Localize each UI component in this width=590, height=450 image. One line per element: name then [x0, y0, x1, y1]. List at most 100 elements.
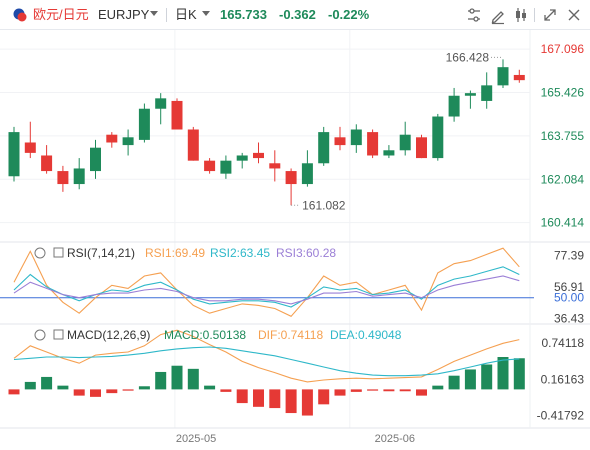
macd-histogram-bar — [318, 389, 330, 405]
candle-body — [350, 129, 362, 146]
period-selector[interactable]: 日K — [175, 7, 197, 22]
macd-histogram-bar — [155, 371, 167, 390]
candle-body — [285, 171, 297, 185]
candle-body — [155, 98, 167, 109]
candle-body — [138, 108, 150, 140]
macd-histogram-bar — [513, 358, 525, 390]
candle-body — [367, 132, 379, 156]
draw-pen-icon[interactable] — [488, 5, 508, 25]
candle-body — [432, 116, 444, 159]
macd-histogram-bar — [187, 368, 199, 390]
candle-body — [171, 100, 183, 130]
macd-histogram-bar — [464, 369, 476, 390]
macd-title: MACD(12,26,9) — [67, 328, 150, 342]
max-price-label: 166.428 — [446, 50, 490, 64]
macd-histogram-bar — [171, 365, 183, 390]
candle-body — [24, 142, 36, 153]
rsi-settings-icon — [34, 247, 46, 259]
macd-histogram-bar — [57, 385, 69, 390]
macd-histogram-bar — [220, 389, 232, 392]
last-price: 165.733 — [220, 7, 267, 22]
macd-histogram-bar — [106, 389, 118, 394]
macd-histogram-bar — [253, 389, 264, 407]
macd-histogram-bar — [90, 389, 101, 397]
macd-histogram-bar — [204, 385, 216, 390]
price-tick-label: 165.426 — [541, 85, 585, 99]
macd-tick-label: -0.41792 — [537, 408, 585, 422]
candle-body — [220, 160, 232, 174]
macd-legend-1: MACD:0.50138 — [164, 328, 246, 342]
candle-body — [448, 95, 460, 117]
macd-histogram-bar — [269, 389, 281, 409]
macd-histogram-bar — [236, 389, 248, 404]
candle-body — [464, 93, 476, 96]
macd-histogram-bar — [138, 386, 150, 390]
macd-histogram-bar — [301, 389, 313, 416]
macd-histogram-bar — [383, 389, 395, 392]
macd-tick-label: 0.74118 — [542, 336, 585, 350]
chart-canvas: 167.096 165.426 163.755 162.084 160.414 166.4… — [0, 30, 590, 445]
close-icon[interactable] — [564, 5, 584, 25]
rsi-tick-label: 77.39 — [554, 248, 584, 262]
symbol-dropdown-icon[interactable] — [150, 11, 158, 16]
macd-dea-line — [13, 346, 520, 377]
rsi-tick-label: 36.43 — [554, 312, 584, 326]
rsi-title: RSI(7,14,21) — [67, 246, 135, 260]
fullscreen-icon[interactable] — [540, 5, 560, 25]
price-tick-label: 160.414 — [541, 216, 585, 230]
candlestick-style-icon[interactable] — [511, 5, 531, 25]
rsi-tick-label: 56.91 — [554, 280, 584, 294]
macd-legend-3: DEA:0.49048 — [330, 328, 402, 342]
symbol-code[interactable]: EURJPY — [98, 7, 150, 22]
macd-dif-line — [13, 329, 520, 383]
macd-histogram-bar — [367, 389, 379, 391]
candle-body — [57, 171, 69, 185]
candle-body — [253, 152, 264, 159]
candle-body — [73, 168, 85, 185]
price-change-percent: -0.22% — [328, 7, 370, 22]
candle-body — [122, 137, 134, 146]
rsi-legend-3: RSI3:60.28 — [276, 246, 336, 260]
candle-body — [318, 132, 330, 164]
candle-body — [41, 155, 53, 172]
candle-body — [383, 150, 395, 156]
symbol-name[interactable]: 欧元/日元 — [33, 7, 89, 22]
rsi-line-2 — [13, 266, 520, 308]
settings-sliders-icon[interactable] — [464, 5, 484, 25]
macd-histogram-bar — [41, 376, 53, 390]
candle-body — [8, 132, 20, 177]
macd-legend-2: DIF:0.74118 — [258, 328, 323, 342]
currency-flag-icon — [13, 8, 27, 22]
toolbar-divider — [534, 8, 535, 22]
candle-body — [236, 155, 248, 161]
rsi-line-1 — [13, 247, 520, 317]
candle-body — [301, 163, 313, 185]
candle-body — [513, 74, 525, 81]
x-axis-label: 2025-06 — [375, 433, 415, 445]
x-axis-label: 2025-05 — [176, 433, 216, 445]
price-change: -0.362 — [279, 7, 316, 22]
period-dropdown-icon[interactable] — [202, 11, 210, 16]
rsi-legend-2: RSI2:63.45 — [210, 246, 270, 260]
candle-body — [334, 137, 346, 146]
rsi-line-3 — [13, 275, 520, 305]
macd-histogram-bar — [334, 389, 346, 396]
macd-histogram-bar — [24, 381, 36, 390]
price-tick-label: 163.755 — [541, 129, 585, 143]
macd-histogram-bar — [8, 389, 20, 395]
macd-histogram-bar — [416, 389, 427, 396]
candle-body — [416, 137, 427, 159]
macd-settings-icon — [34, 329, 46, 341]
candle-body — [90, 147, 101, 172]
macd-histogram-bar — [73, 389, 85, 396]
rsi-legend-1: RSI1:69.49 — [145, 246, 205, 260]
candle-body — [187, 129, 199, 161]
candle-body — [481, 85, 493, 101]
macd-histogram-bar — [432, 385, 444, 390]
macd-tick-label: 0.16163 — [541, 372, 585, 386]
candle-body — [269, 163, 281, 169]
chart-header: 欧元/日元 EURJPY 日K 165.733 -0.362 -0.22% — [0, 0, 590, 30]
min-price-label: 161.082 — [302, 198, 346, 212]
macd-histogram-bar — [448, 375, 460, 390]
